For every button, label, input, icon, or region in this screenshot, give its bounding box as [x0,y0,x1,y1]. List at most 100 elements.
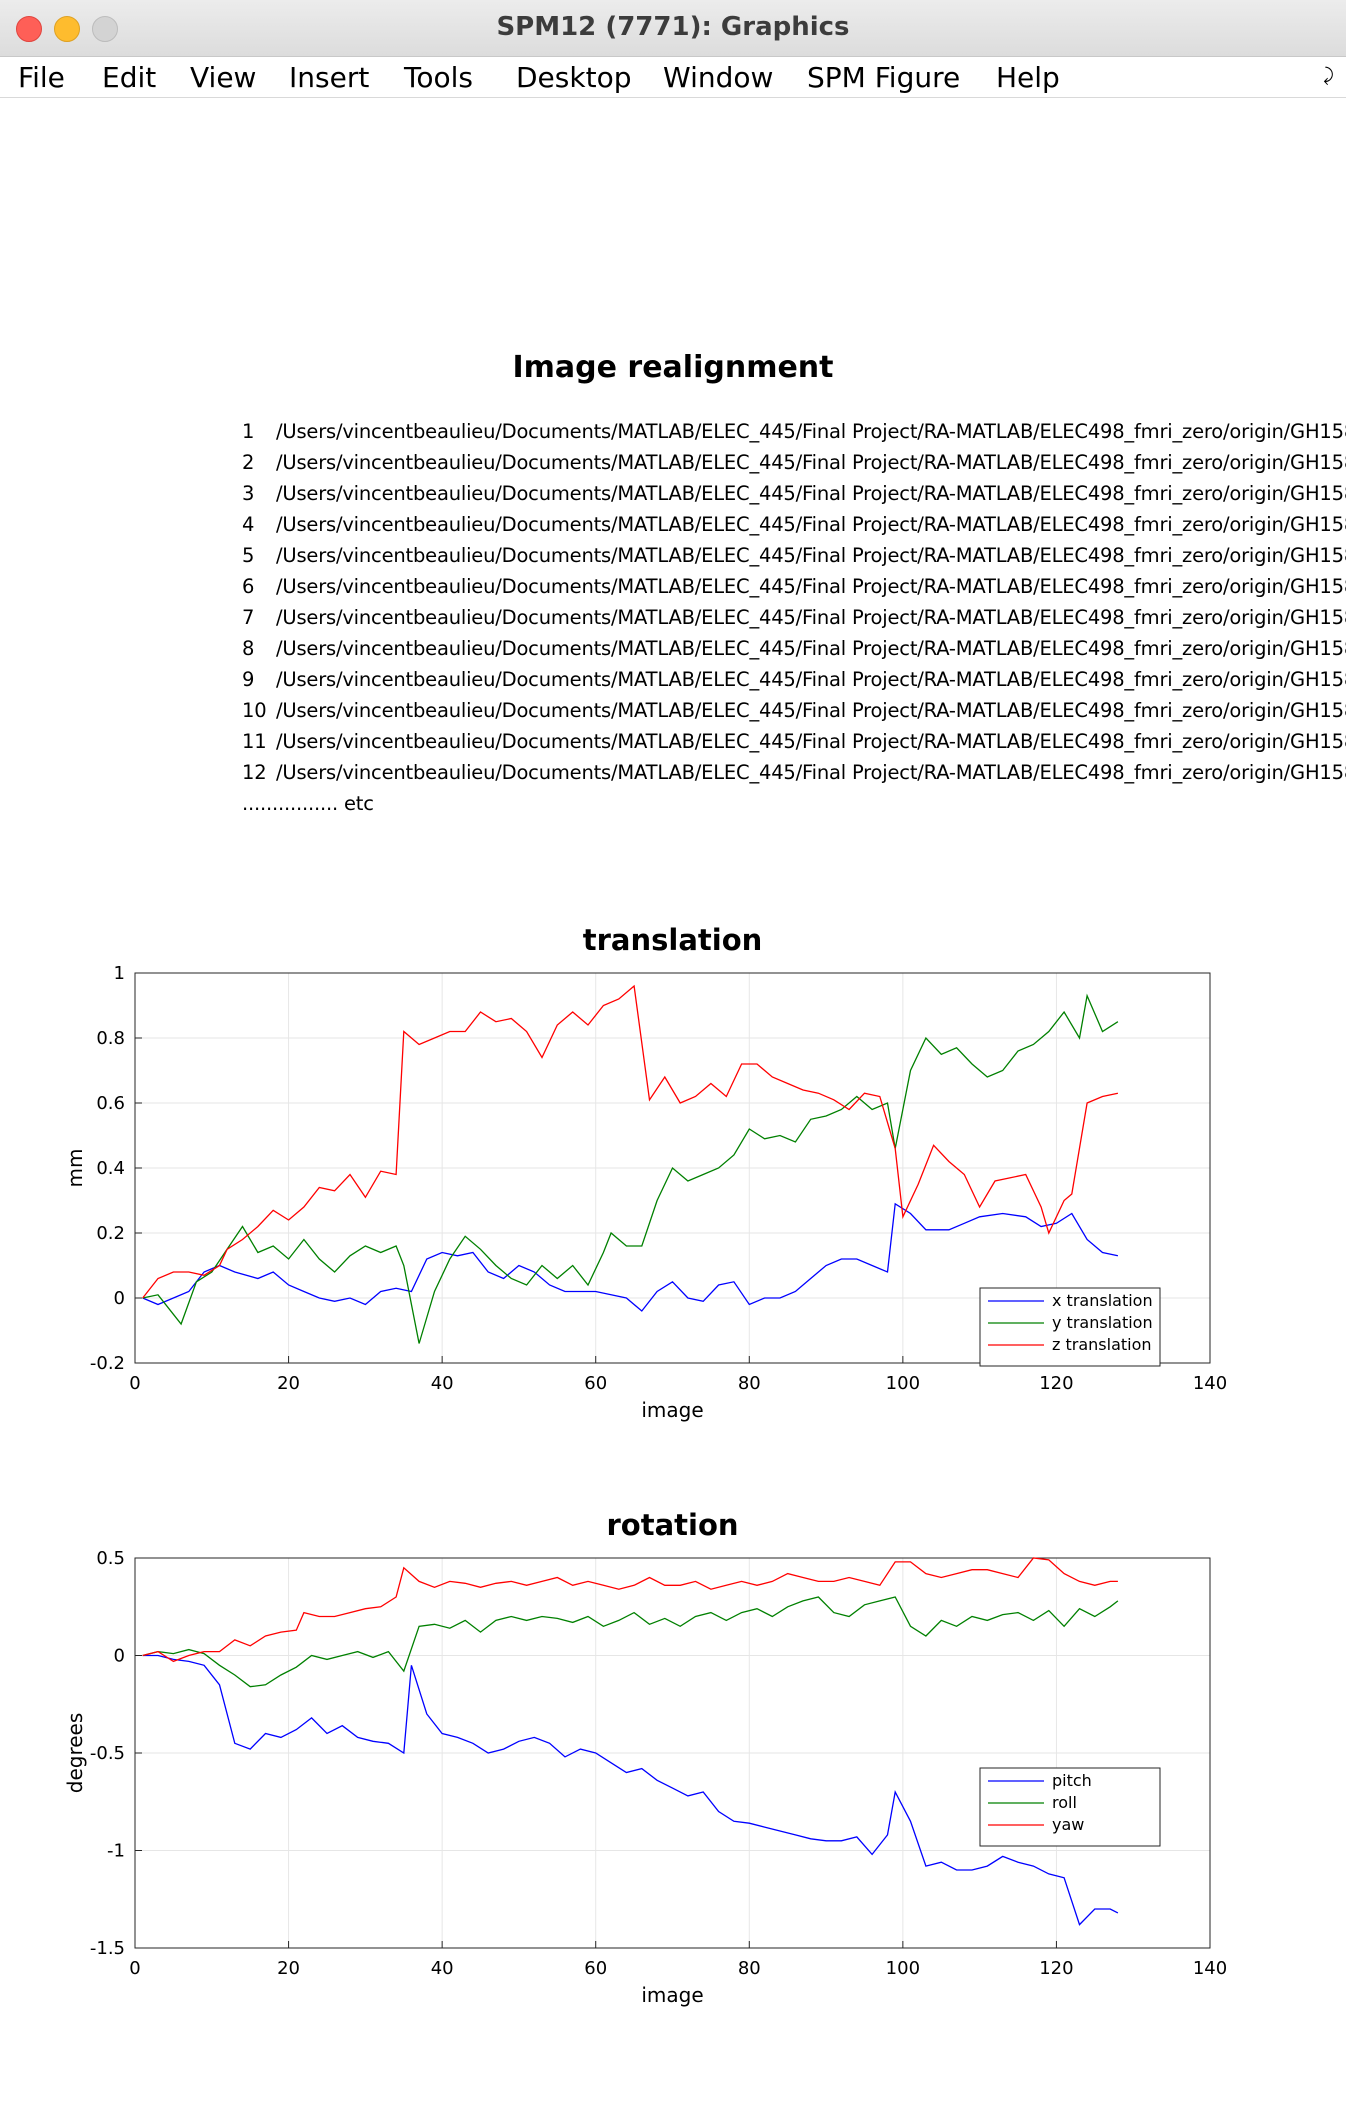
file-number: 4 [242,513,255,536]
window-titlebar: SPM12 (7771): Graphics [0,0,1346,57]
file-path: /Users/vincentbeaulieu/Documents/MATLAB/… [276,575,1346,598]
file-path: /Users/vincentbeaulieu/Documents/MATLAB/… [276,544,1346,567]
file-row: 11/Users/vincentbeaulieu/Documents/MATLA… [242,726,1346,757]
y-tick-label: 0.4 [96,1158,125,1179]
file-number: 3 [242,482,255,505]
file-path: /Users/vincentbeaulieu/Documents/MATLAB/… [276,637,1346,660]
y-tick-label: -0.2 [90,1353,125,1374]
file-number: 10 [242,699,267,722]
x-axis-label: image [641,1983,703,2007]
zoom-window-button[interactable] [92,16,118,42]
series-line-x-translation [142,1202,1119,1312]
y-tick-label: 0 [114,1288,125,1309]
y-tick-label: -1 [107,1841,125,1862]
series-line-yaw [142,1557,1118,1663]
menu-spm-figure[interactable]: SPM Figure [807,61,961,94]
x-tick-label: 120 [1039,1958,1073,1979]
y-tick-label: 0.6 [96,1093,125,1114]
x-tick-label: 60 [584,1373,607,1394]
x-tick-label: 80 [738,1373,761,1394]
menu-tools[interactable]: Tools [404,61,473,94]
file-row: 3/Users/vincentbeaulieu/Documents/MATLAB… [242,478,1346,509]
chart-title: translation [583,923,763,957]
file-number: 6 [242,575,255,598]
x-tick-label: 60 [584,1958,607,1979]
file-path: /Users/vincentbeaulieu/Documents/MATLAB/… [276,451,1346,474]
y-tick-label: 1 [114,963,125,984]
file-row: 7/Users/vincentbeaulieu/Documents/MATLAB… [242,602,1346,633]
window-title: SPM12 (7771): Graphics [496,12,850,42]
file-row: 5/Users/vincentbeaulieu/Documents/MATLAB… [242,540,1346,571]
x-tick-label: 0 [129,1373,140,1394]
file-path: /Users/vincentbeaulieu/Documents/MATLAB/… [276,699,1346,722]
menu-help[interactable]: Help [996,61,1060,94]
plot-frame [134,972,1211,1364]
file-number: 12 [242,761,267,784]
file-row: 1/Users/vincentbeaulieu/Documents/MATLAB… [242,416,1346,447]
legend-entry: x translation [1052,1291,1153,1310]
file-number: 9 [242,668,255,691]
file-row: 6/Users/vincentbeaulieu/Documents/MATLAB… [242,571,1346,602]
file-path: /Users/vincentbeaulieu/Documents/MATLAB/… [276,606,1346,629]
menu-view[interactable]: View [190,61,257,94]
file-number: 5 [242,544,255,567]
x-tick-label: 140 [1193,1958,1227,1979]
dock-arrow-icon[interactable]: ⤸ [1323,65,1334,85]
x-tick-label: 100 [886,1373,920,1394]
menu-window[interactable]: Window [663,61,774,94]
series-line-y-translation [142,993,1119,1344]
y-tick-label: -0.5 [90,1743,125,1764]
y-axis-label: mm [63,1149,87,1188]
legend-entry: z translation [1052,1335,1152,1354]
file-row: 12/Users/vincentbeaulieu/Documents/MATLA… [242,757,1346,788]
file-path: /Users/vincentbeaulieu/Documents/MATLAB/… [276,482,1346,505]
file-row: 4/Users/vincentbeaulieu/Documents/MATLAB… [242,509,1346,540]
menu-file[interactable]: File [18,61,65,94]
file-row: 2/Users/vincentbeaulieu/Documents/MATLAB… [242,447,1346,478]
close-window-button[interactable] [16,16,42,42]
file-list-etc: ................ etc [242,792,374,815]
y-tick-label: 0.2 [96,1223,125,1244]
plot-frame [134,1557,1211,1949]
figure-canvas: Image realignment 1/Users/vincentbeaulie… [0,98,1346,2044]
file-row: 10/Users/vincentbeaulieu/Documents/MATLA… [242,695,1346,726]
y-tick-label: 0.8 [96,1028,125,1049]
file-number: 7 [242,606,255,629]
x-tick-label: 140 [1193,1373,1227,1394]
minimize-window-button[interactable] [54,16,80,42]
x-tick-label: 80 [738,1958,761,1979]
file-row: 9/Users/vincentbeaulieu/Documents/MATLAB… [242,664,1346,695]
figure-heading: Image realignment [512,350,834,385]
rotation-chart: rotation 0 20 40 60 80 100 120 140 -1.5 -1 -0.5 0 0.5… [63,1508,1227,2007]
menu-insert[interactable]: Insert [289,61,370,94]
y-axis-label: degrees [63,1713,87,1794]
y-tick-label: -1.5 [90,1938,125,1959]
file-list: 1/Users/vincentbeaulieu/Documents/MATLAB… [242,416,1346,819]
menu-bar: File Edit View Insert Tools Desktop Wind… [0,57,1346,98]
series-line-z-translation [142,984,1119,1299]
x-tick-label: 120 [1039,1373,1073,1394]
x-tick-label: 20 [277,1373,300,1394]
series-line-pitch [142,1654,1119,1926]
file-path: /Users/vincentbeaulieu/Documents/MATLAB/… [276,668,1346,691]
x-tick-label: 20 [277,1958,300,1979]
file-path: /Users/vincentbeaulieu/Documents/MATLAB/… [276,513,1346,536]
menu-desktop[interactable]: Desktop [516,61,632,94]
legend-entry: yaw [1052,1815,1084,1834]
x-axis-label: image [641,1398,703,1422]
file-number: 1 [242,420,255,443]
menu-edit[interactable]: Edit [102,61,157,94]
y-tick-label: 0.5 [96,1548,125,1569]
y-tick-label: 0 [114,1646,125,1667]
legend-entry: y translation [1052,1313,1153,1332]
file-path: /Users/vincentbeaulieu/Documents/MATLAB/… [276,730,1346,753]
file-path: /Users/vincentbeaulieu/Documents/MATLAB/… [276,761,1346,784]
x-tick-label: 0 [129,1958,140,1979]
x-tick-label: 100 [886,1958,920,1979]
chart-title: rotation [606,1508,738,1542]
legend-entry: roll [1052,1793,1077,1812]
file-number: 2 [242,451,255,474]
legend-entry: pitch [1052,1771,1092,1790]
x-tick-label: 40 [431,1373,454,1394]
